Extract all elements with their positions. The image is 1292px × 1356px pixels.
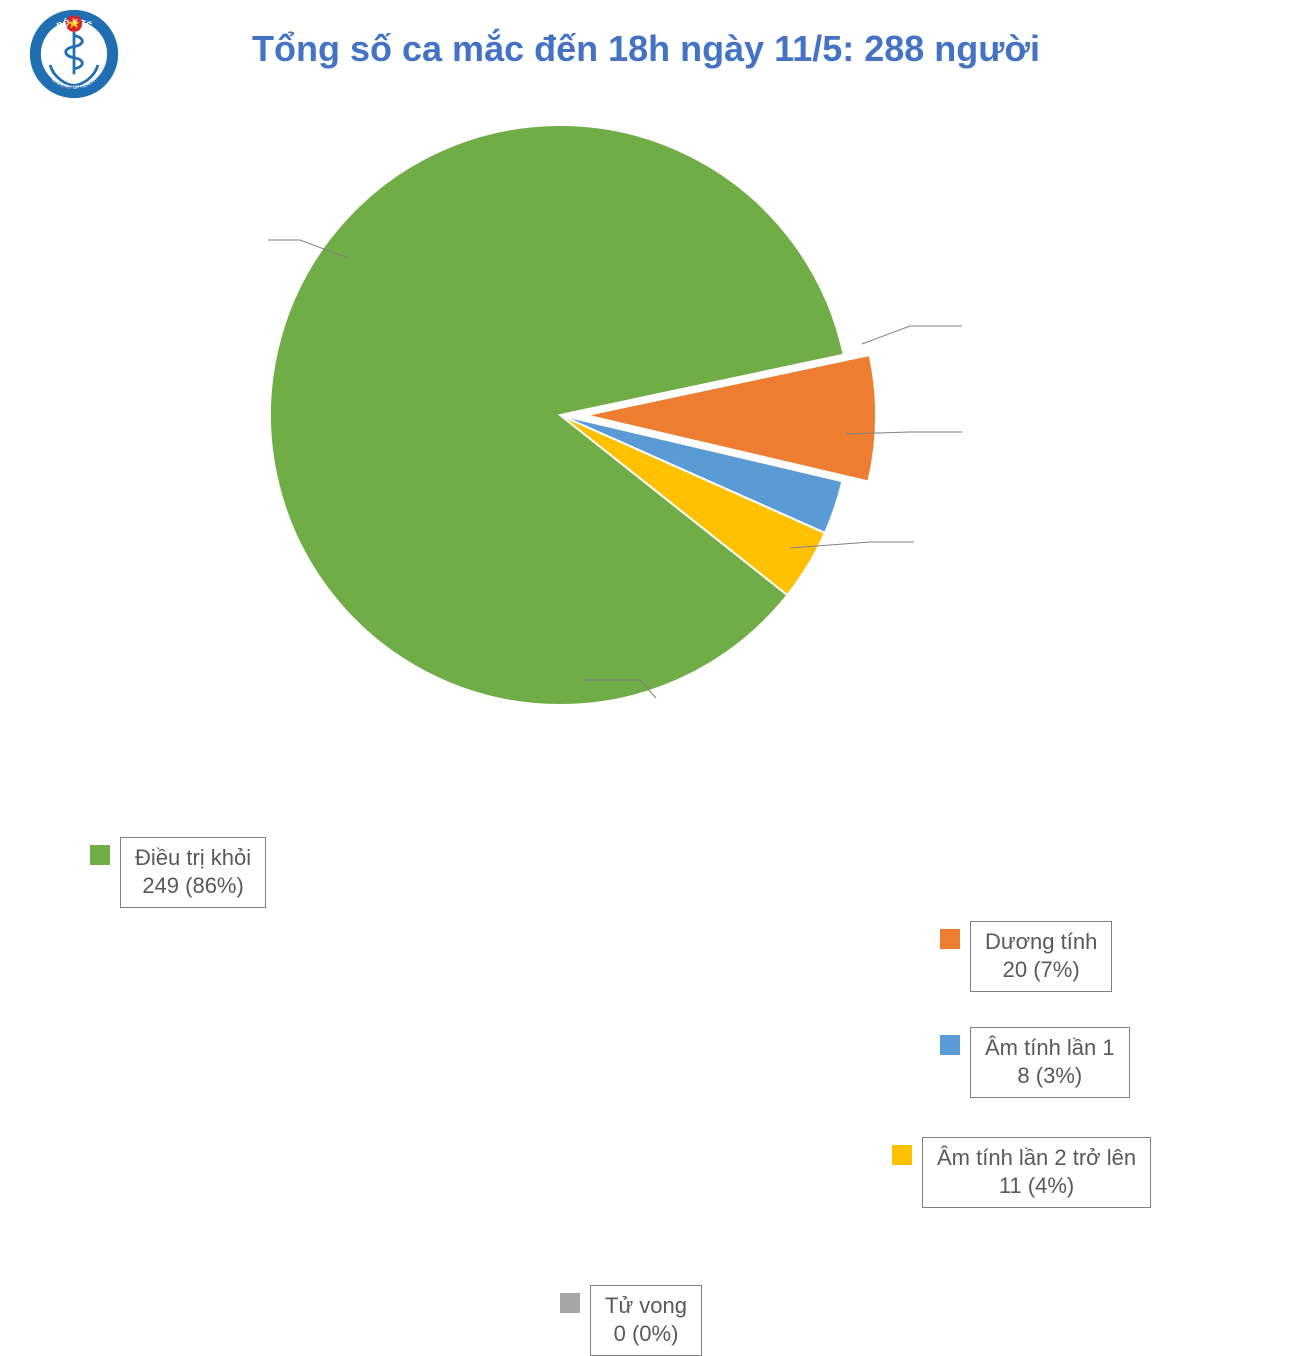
label-positive-line1: Dương tính xyxy=(985,928,1097,956)
label-neg1-line1: Âm tính lần 1 xyxy=(985,1034,1115,1062)
label-recovered-line1: Điều trị khỏi xyxy=(135,844,251,872)
label-neg2plus-line2: 11 (4%) xyxy=(937,1172,1136,1200)
label-recovered-line2: 249 (86%) xyxy=(135,872,251,900)
swatch-positive xyxy=(940,929,960,949)
pie-chart: Điều trị khỏi 249 (86%) Dương tính 20 (7… xyxy=(0,110,1292,732)
label-deaths-line1: Tử vong xyxy=(605,1292,687,1320)
swatch-neg1 xyxy=(940,1035,960,1055)
label-deaths-line2: 0 (0%) xyxy=(605,1320,687,1348)
swatch-recovered xyxy=(90,845,110,865)
label-neg2plus-line1: Âm tính lần 2 trở lên xyxy=(937,1144,1136,1172)
swatch-deaths xyxy=(560,1293,580,1313)
label-neg1-line2: 8 (3%) xyxy=(985,1062,1115,1090)
label-positive-line2: 20 (7%) xyxy=(985,956,1097,984)
leader-positive xyxy=(862,326,962,344)
chart-title: Tổng số ca mắc đến 18h ngày 11/5: 288 ng… xyxy=(0,28,1292,70)
swatch-neg2plus xyxy=(892,1145,912,1165)
